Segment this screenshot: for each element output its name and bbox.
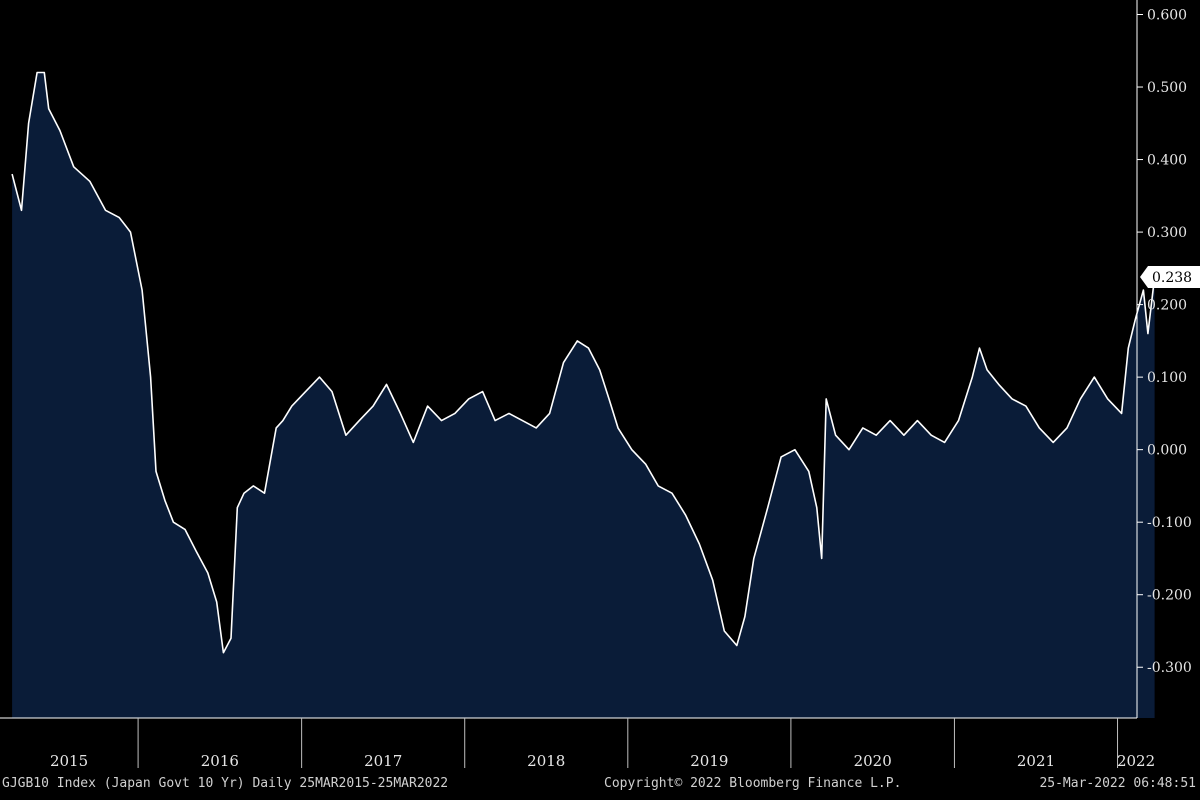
footer-copyright: Copyright© 2022 Bloomberg Finance L.P.	[604, 776, 902, 791]
y-tick-label: 0.400	[1147, 153, 1187, 169]
last-value-box	[1140, 266, 1200, 289]
y-tick-label: -0.200	[1147, 588, 1192, 604]
x-tick-label: 2022	[1117, 752, 1155, 770]
series-line	[11, 71, 1156, 654]
y-axis: 0.600 0.500 0.400 0.300 0.200 0.100 0.000 -0.10…	[1136, 0, 1192, 718]
x-axis: 2015 2016 2017 2018 2019 2020 2021 2022	[0, 717, 1155, 770]
x-tick-label: 2015	[50, 752, 88, 770]
footer-series-description: GJGB10 Index (Japan Govt 10 Yr) Daily 25…	[2, 776, 449, 791]
y-tick-label: 0.100	[1147, 370, 1187, 386]
x-tick-label: 2021	[1017, 752, 1055, 770]
y-tick-label: 0.500	[1147, 80, 1187, 96]
footer-timestamp: 25-Mar-2022 06:48:51	[1039, 776, 1196, 791]
x-tick-label: 2017	[364, 752, 402, 770]
x-tick-label: 2016	[201, 752, 239, 770]
y-tick-label: 0.300	[1147, 225, 1187, 241]
x-tick-label: 2019	[690, 752, 728, 770]
y-tick-label: -0.100	[1147, 515, 1192, 531]
y-tick-label: 0.600	[1147, 8, 1187, 24]
y-tick-label: 0.200	[1147, 298, 1187, 314]
last-value-label: 0.238	[1152, 270, 1192, 286]
x-tick-label: 2020	[854, 752, 892, 770]
series-area-fill	[12, 72, 1155, 718]
last-value-marker: 0.238	[1140, 266, 1200, 289]
plot-area	[11, 71, 1156, 718]
y-tick-label: -0.300	[1147, 660, 1192, 676]
y-tick-label: 0.000	[1147, 443, 1187, 459]
x-tick-label: 2018	[527, 752, 565, 770]
